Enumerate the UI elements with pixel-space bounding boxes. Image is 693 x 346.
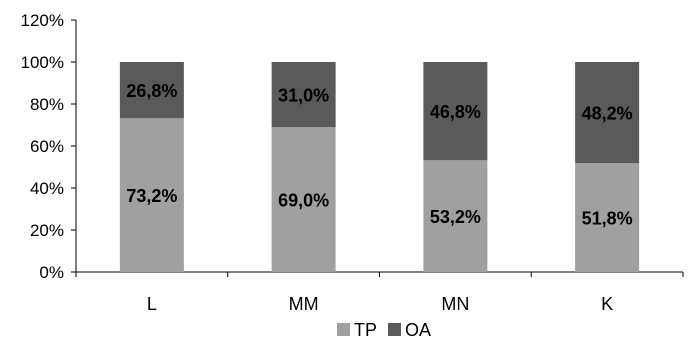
x-tick-label: L (147, 294, 157, 314)
data-label-tp-k: 51,8% (582, 209, 633, 229)
data-label-tp-mn: 53,2% (430, 207, 481, 227)
x-tick-label: K (601, 294, 613, 314)
y-tick-label: 0% (39, 263, 64, 282)
bar-oa-k (575, 62, 640, 164)
x-tick-label: MN (441, 294, 469, 314)
legend-swatch-oa (388, 323, 401, 336)
bar-tp-k (575, 163, 640, 272)
data-label-oa-k: 48,2% (582, 104, 633, 124)
legend-swatch-tp (337, 323, 350, 336)
bar-tp-mm (271, 127, 336, 272)
bar-oa-l (119, 62, 184, 119)
data-labels: 73,2% 26,8% 69,0% 31,0% 53,2% 46,8% 51,8% 48,2% (126, 81, 632, 228)
bar-tp-mn (423, 160, 488, 272)
x-axis: L MM MN K (75, 271, 684, 314)
legend-label-oa: OA (405, 320, 431, 340)
data-label-tp-l: 73,2% (126, 186, 177, 206)
y-tick-label: 80% (30, 95, 64, 114)
bar-oa-mm (271, 62, 336, 128)
data-label-oa-mm: 31,0% (278, 86, 329, 106)
legend-label-tp: TP (354, 320, 377, 340)
data-label-tp-mm: 69,0% (278, 191, 329, 211)
y-axis: 0% 20% 40% 60% 80% 100% 120% (21, 11, 77, 282)
data-label-oa-mn: 46,8% (430, 102, 481, 122)
x-tick-label: MM (289, 294, 319, 314)
y-tick-label: 20% (30, 221, 64, 240)
bars (119, 62, 640, 272)
data-label-oa-l: 26,8% (126, 81, 177, 101)
legend: TP OA (337, 320, 431, 340)
y-tick-label: 100% (21, 53, 64, 72)
y-tick-label: 60% (30, 137, 64, 156)
bar-tp-l (119, 118, 184, 272)
y-tick-label: 120% (21, 11, 64, 30)
bar-oa-mn (423, 62, 488, 161)
y-tick-label: 40% (30, 179, 64, 198)
